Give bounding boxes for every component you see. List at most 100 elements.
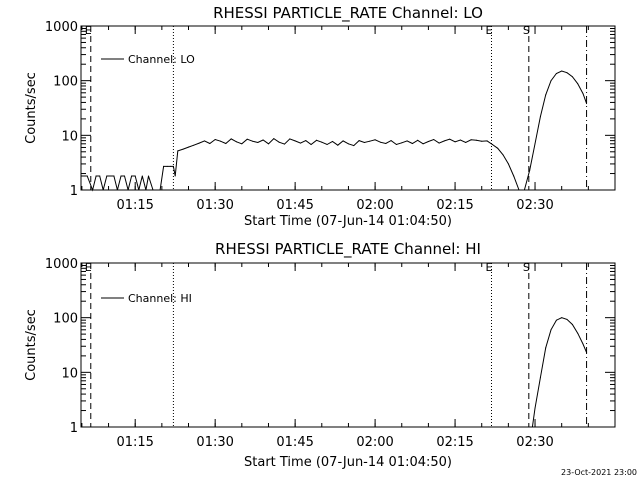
chart-title: RHESSI PARTICLE_RATE Channel: LO: [213, 4, 483, 23]
y-tick-label: 100: [53, 312, 78, 327]
legend-label: Channel: HI: [128, 292, 192, 305]
data-point: [470, 139, 472, 141]
data-point: [326, 144, 328, 145]
axis-ticks: 01:15 01:30 01:45 02:00 02:15 02:30 1 10 100 1000: [45, 20, 616, 213]
data-point: [300, 142, 301, 144]
data-point: [401, 142, 403, 144]
data-point: [577, 83, 579, 85]
axis-ticks: 01:15 01:30 01:45 02:00 02:15 02:30 1 10 100 1000: [45, 257, 616, 450]
data-point: [566, 318, 568, 320]
data-point: [252, 140, 253, 142]
data-point: [545, 347, 547, 349]
data-point: [163, 165, 165, 167]
data-point: [86, 175, 88, 177]
data-point: [177, 150, 179, 152]
data-point: [127, 189, 129, 191]
data-point: [120, 175, 122, 177]
data-point: [214, 139, 216, 140]
data-point: [406, 140, 408, 142]
event-marker-label: E: [85, 261, 92, 274]
data-point: [417, 139, 419, 141]
data-point: [124, 175, 125, 177]
footer-timestamp: 23-Oct-2021 23:00: [561, 468, 637, 477]
data-point: [141, 175, 143, 177]
data-point: [561, 317, 563, 319]
data-point: [241, 143, 243, 145]
data-point: [236, 141, 237, 143]
x-tick-label: 02:15: [436, 198, 473, 213]
x-tick-label: 01:30: [196, 198, 233, 213]
y-tick-label: 1: [70, 421, 78, 436]
data-point: [220, 140, 221, 142]
data-point: [449, 138, 451, 140]
data-point: [102, 189, 104, 191]
data-point: [438, 142, 440, 144]
legend-label: Channel: LO: [128, 53, 195, 66]
data-point: [571, 76, 573, 78]
x-tick-label: 02:30: [516, 198, 553, 213]
data-point: [113, 175, 115, 177]
data-point: [507, 163, 509, 165]
data-point: [95, 175, 97, 177]
data-point: [497, 147, 499, 149]
plot-frame: [80, 25, 616, 191]
data-point: [582, 93, 584, 95]
data-point: [225, 143, 227, 144]
data-point: [427, 141, 429, 142]
data-point: [131, 175, 133, 177]
data-point: [491, 144, 493, 145]
data-point: [106, 175, 108, 177]
data-point: [545, 94, 547, 96]
event-marker-label: S: [523, 261, 530, 274]
data-point: [321, 141, 323, 143]
y-tick-label: 10: [61, 366, 78, 381]
data-point: [172, 165, 174, 167]
series-line: [531, 317, 588, 428]
plot-frame: [80, 262, 616, 428]
data-point: [246, 138, 248, 140]
data-point: [116, 189, 118, 191]
data-point: [465, 142, 467, 143]
x-tick-label: 01:15: [116, 198, 153, 213]
data-point: [518, 189, 520, 191]
x-tick-label: 02:30: [516, 435, 553, 450]
data-point: [443, 140, 445, 142]
data-point: [502, 154, 504, 156]
data-point: [337, 144, 339, 146]
data-point: [182, 148, 184, 150]
y-tick-label: 1: [70, 184, 78, 199]
chart-title: RHESSI PARTICLE_RATE Channel: HI: [215, 240, 481, 259]
data-point: [571, 324, 573, 325]
y-tick-label: 1000: [45, 20, 78, 35]
data-point: [411, 143, 413, 144]
data-point: [99, 175, 101, 177]
data-point: [513, 175, 515, 177]
data-point: [561, 70, 563, 72]
data-point: [555, 73, 557, 74]
data-point: [148, 175, 149, 177]
data-point: [193, 144, 195, 146]
data-point: [459, 139, 461, 141]
data-point: [204, 140, 205, 142]
data-point: [481, 140, 483, 142]
y-axis-label: Counts/sec: [24, 72, 39, 144]
data-point: [539, 116, 541, 118]
data-point: [475, 139, 477, 141]
data-point: [289, 138, 291, 140]
data-point: [369, 140, 371, 142]
data-point: [486, 140, 488, 142]
event-marker-label: S: [523, 24, 530, 37]
data-point: [134, 175, 136, 177]
data-point: [347, 143, 349, 145]
data-point: [586, 352, 588, 354]
data-point: [273, 138, 275, 140]
x-tick-label: 01:45: [276, 435, 313, 450]
data-point: [433, 139, 435, 140]
data-point: [539, 377, 541, 379]
data-point: [174, 175, 176, 177]
data-point: [454, 141, 456, 143]
event-marker-label: E: [485, 24, 492, 37]
x-tick-label: 02:00: [356, 198, 393, 213]
data-point: [555, 319, 557, 321]
data-point: [374, 139, 376, 141]
